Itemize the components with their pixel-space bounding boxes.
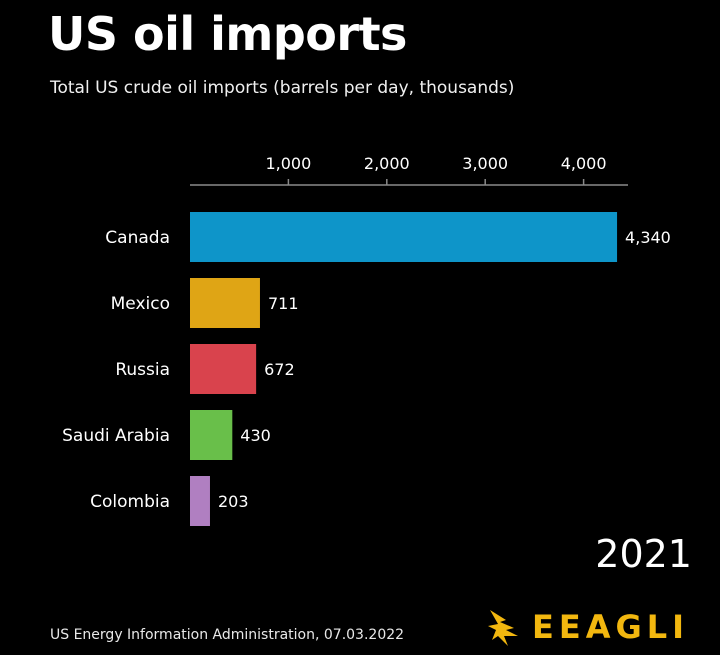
eagle-logo-icon [488,610,518,646]
x-tick-label: 2,000 [364,154,410,173]
x-tick-label: 4,000 [561,154,607,173]
logo-text: EEAGLI [532,608,690,646]
bar-colombia [190,476,210,526]
bar-mexico [190,278,260,328]
value-label: 203 [218,492,249,511]
bar-chart: 1,000 2,000 3,000 4,000 Canada 4,340 Mexico 711… [62,154,671,526]
value-label: 711 [268,294,299,313]
x-tick-label: 1,000 [265,154,311,173]
chart-title: US oil imports [48,7,407,61]
value-label: 4,340 [625,228,671,247]
bar-russia [190,344,257,394]
chart-subtitle: Total US crude oil imports (barrels per … [50,78,515,98]
category-label: Colombia [90,492,170,512]
source-note: US Energy Information Administration, 07… [50,627,405,643]
bar-canada [190,212,618,262]
category-label: Russia [115,360,170,380]
bar-saudi-arabia [190,410,233,460]
category-label: Canada [105,228,170,248]
x-tick-label: 3,000 [462,154,508,173]
brand-logo: EEAGLI [484,606,689,648]
category-label: Saudi Arabia [62,426,170,446]
value-label: 672 [264,360,295,379]
value-label: 430 [240,426,271,445]
category-label: Mexico [111,294,170,314]
year-label: 2021 [595,532,692,576]
